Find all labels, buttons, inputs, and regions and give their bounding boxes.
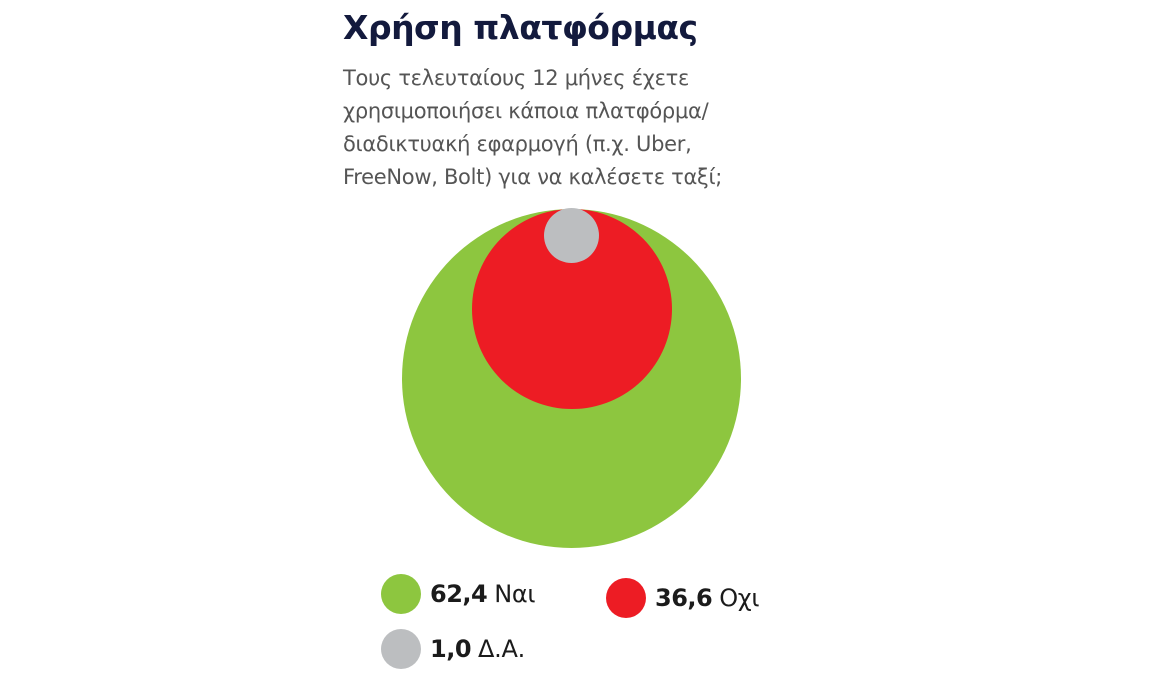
legend-dot-icon	[606, 578, 646, 618]
legend-item-yes: 62,4 Ναι	[381, 574, 536, 614]
chart-subtitle: Τους τελευταίους 12 μήνες έχετε χρησιμοπ…	[343, 62, 763, 194]
legend-item-no-answer: 1,0 Δ.Α.	[381, 629, 525, 669]
subtitle-line: χρησιμοποιήσει κάποια πλατφόρμα/	[343, 99, 709, 123]
legend-label: Ναι	[494, 580, 536, 608]
subtitle-line: διαδικτυακή εφαρμογή (π.χ. Uber,	[343, 132, 692, 156]
legend-dot-icon	[381, 574, 421, 614]
subtitle-line: Τους τελευταίους 12 μήνες έχετε	[343, 66, 690, 90]
legend-value: 62,4	[430, 580, 488, 608]
legend-value: 36,6	[655, 584, 713, 612]
legend-label: Οχι	[719, 584, 760, 612]
chart-title: Χρήση πλατφόρμας	[343, 8, 698, 47]
legend-dot-icon	[381, 629, 421, 669]
legend-item-no: 36,6 Οχι	[606, 578, 760, 618]
subtitle-line: FreeNow, Bolt) για να καλέσετε ταξί;	[343, 165, 723, 189]
legend-value: 1,0	[430, 635, 472, 663]
legend-label: Δ.Α.	[478, 635, 525, 663]
bubble-no-answer	[544, 208, 599, 263]
